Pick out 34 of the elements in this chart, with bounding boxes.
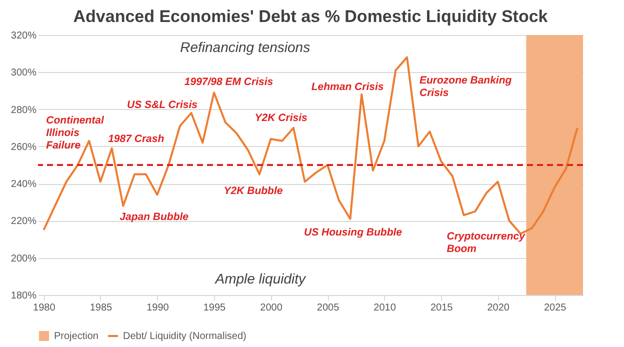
x-tick-label: 1985 <box>90 302 113 314</box>
chart-title: Advanced Economies' Debt as % Domestic Liquidity Stock <box>73 7 548 26</box>
annotation: 1987 Crash <box>108 133 164 145</box>
annotation: Ample liquidity <box>214 270 306 286</box>
y-tick-label: 180% <box>10 290 37 302</box>
legend-label: Debt/ Liquidity (Normalised) <box>123 331 246 342</box>
y-tick-label: 300% <box>10 68 37 79</box>
y-tick-label: 240% <box>10 179 37 190</box>
x-tick-label: 1990 <box>146 302 170 314</box>
x-tick-label: 1980 <box>33 302 56 314</box>
annotation: US Housing Bubble <box>304 226 402 239</box>
x-tick-label: 2000 <box>260 302 283 314</box>
y-tick-label: 260% <box>10 142 37 153</box>
annotation: Y2K Crisis <box>254 112 308 124</box>
x-tick-label: 2005 <box>316 302 340 314</box>
annotation: 1997/98 EM Crisis <box>184 76 274 88</box>
x-tick-label: 2020 <box>487 302 510 314</box>
annotation: Japan Bubble <box>120 211 189 223</box>
legend-label: Projection <box>54 331 98 342</box>
x-tick-label: 2025 <box>544 302 567 314</box>
y-tick-label: 280% <box>10 104 37 116</box>
annotation: Lehman Crisis <box>311 81 384 93</box>
x-tick-label: 2015 <box>430 302 454 314</box>
annotation: Continental Illinois Failure <box>46 114 106 152</box>
y-tick-label: 320% <box>10 30 37 42</box>
y-tick-label: 200% <box>10 253 37 264</box>
x-tick-label: 1995 <box>203 302 226 314</box>
annotation: Refinancing tensions <box>180 39 310 55</box>
annotation: Eurozone Banking Crisis <box>420 74 512 99</box>
annotation: Y2K Bubble <box>224 185 283 197</box>
y-tick-label: 220% <box>10 216 37 228</box>
annotation: Cryptocurrency Boom <box>446 230 526 255</box>
x-tick-label: 2010 <box>374 302 396 314</box>
annotation: US S&L Crisis <box>127 99 198 112</box>
